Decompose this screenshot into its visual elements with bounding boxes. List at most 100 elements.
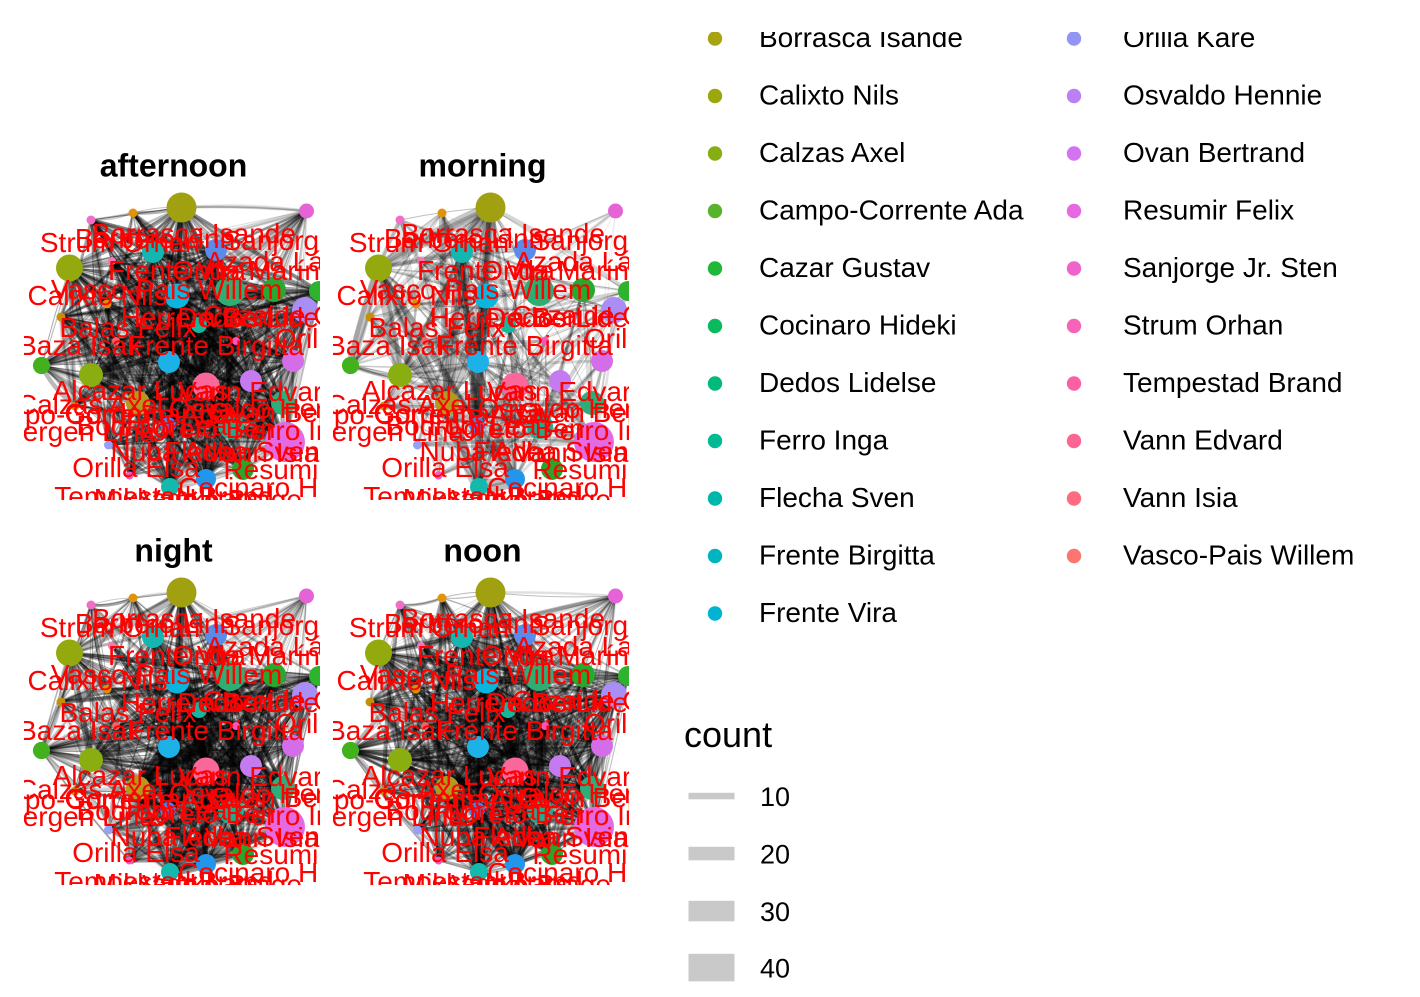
svg-text:Bergen Lina: Bergen Lina <box>4 801 155 832</box>
svg-text:Resumir Felix: Resumir Felix <box>532 839 703 870</box>
svg-text:Cazaide Olle: Cazaide Olle <box>512 300 672 331</box>
svg-text:Gordemar Isa: Gordemar Isa <box>64 398 236 429</box>
svg-text:Strum Orhan: Strum Orhan <box>40 612 200 643</box>
svg-text:Vann Isia: Vann Isia <box>205 437 320 468</box>
svg-text:Alcazar Lucas: Alcazar Lucas <box>53 760 229 791</box>
svg-text:Loreto Ben: Loreto Ben <box>139 798 276 829</box>
svg-text:Vanko Brage: Vanko Brage <box>451 484 611 515</box>
svg-text:Strum Orhan: Strum Orhan <box>349 227 509 258</box>
svg-text:Flecha Sven: Flecha Sven <box>164 436 320 467</box>
svg-text:10: 10 <box>760 782 790 812</box>
svg-text:Borrasca Isande: Borrasca Isande <box>92 218 296 249</box>
svg-text:Vann Edvard: Vann Edvard <box>1123 425 1283 456</box>
svg-text:Calixto Nils: Calixto Nils <box>336 280 476 311</box>
svg-text:Ovan Bertrand: Ovan Bertrand <box>518 397 700 428</box>
svg-text:Campo-Corrente Ada: Campo-Corrente Ada <box>0 784 231 815</box>
svg-text:Baza Isak: Baza Isak <box>327 715 451 746</box>
svg-text:Dedos Lidelse: Dedos Lidelse <box>486 687 663 718</box>
svg-text:Flecha Sven: Flecha Sven <box>164 821 320 852</box>
svg-text:Sanjorge Jr. Sten: Sanjorge Jr. Sten <box>1123 252 1338 283</box>
svg-text:Calzas Axel: Calzas Axel <box>326 389 472 420</box>
svg-text:Tempestad Brand: Tempestad Brand <box>363 866 582 897</box>
svg-text:Frente Birgitta: Frente Birgitta <box>759 540 935 571</box>
svg-text:Frente Vira: Frente Vira <box>759 597 897 628</box>
svg-text:Vann Isia: Vann Isia <box>205 822 320 853</box>
svg-text:Osvaldo Hennie: Osvaldo Hennie <box>1123 80 1322 111</box>
svg-text:Frente Birgitta: Frente Birgitta <box>437 715 613 746</box>
svg-text:Ferro Inga: Ferro Inga <box>759 425 889 456</box>
svg-text:night: night <box>134 533 213 569</box>
svg-text:Resumir Felix: Resumir Felix <box>223 839 394 870</box>
svg-text:Cazaide Olle: Cazaide Olle <box>203 300 363 331</box>
svg-text:Cocinaro Hideki: Cocinaro Hideki <box>487 472 685 503</box>
svg-text:Vann Isia: Vann Isia <box>514 822 629 853</box>
svg-text:Gordemar Isa: Gordemar Isa <box>373 398 545 429</box>
svg-text:Cocinaro Hideki: Cocinaro Hideki <box>178 857 376 888</box>
svg-text:20: 20 <box>760 840 790 870</box>
svg-text:Strum Orhan: Strum Orhan <box>40 227 200 258</box>
svg-text:Vann Edvard: Vann Edvard <box>178 376 338 407</box>
svg-text:Nuba Ade: Nuba Ade <box>111 821 234 852</box>
svg-text:Mikkado Lars: Mikkado Lars <box>94 483 261 514</box>
svg-text:30: 30 <box>760 897 790 927</box>
svg-text:Baza Isak: Baza Isak <box>18 330 142 361</box>
svg-text:Mikkado Lars: Mikkado Lars <box>403 483 570 514</box>
svg-text:Ovan Bertrand: Ovan Bertrand <box>1123 137 1305 168</box>
svg-text:Dedos Lidelse: Dedos Lidelse <box>177 302 354 333</box>
svg-text:Vasco-Pais Willem: Vasco-Pais Willem <box>51 274 282 305</box>
svg-text:Borrasca Isande: Borrasca Isande <box>401 218 605 249</box>
svg-text:Bergen Lina: Bergen Lina <box>313 416 464 447</box>
svg-text:Orilla Elsa: Orilla Elsa <box>72 837 200 868</box>
svg-text:Loreto Ben: Loreto Ben <box>448 798 585 829</box>
svg-text:Campo-Corrente Ada: Campo-Corrente Ada <box>759 195 1024 226</box>
svg-text:Campo-Corrente Ada: Campo-Corrente Ada <box>275 784 540 815</box>
svg-text:Frente Vira: Frente Vira <box>108 640 246 671</box>
svg-text:Resumir Felix: Resumir Felix <box>532 454 703 485</box>
svg-text:Alcazar Lucas: Alcazar Lucas <box>362 760 538 791</box>
svg-text:Vasco-Pais Willem: Vasco-Pais Willem <box>360 659 591 690</box>
svg-text:Cazar Gustav: Cazar Gustav <box>759 252 930 283</box>
svg-text:Osvaldo Hennie: Osvaldo Hennie <box>478 393 677 424</box>
svg-text:Bodrogi Lea: Bodrogi Lea <box>385 410 536 441</box>
svg-text:Ferro Inga: Ferro Inga <box>233 800 363 831</box>
svg-text:Strum Orhan: Strum Orhan <box>349 612 509 643</box>
svg-text:Dedos Lidelse: Dedos Lidelse <box>486 302 663 333</box>
svg-text:Osvaldo Hennie: Osvaldo Hennie <box>169 778 368 809</box>
svg-text:Bergen Lina: Bergen Lina <box>313 801 464 832</box>
svg-text:Frente Birgitta: Frente Birgitta <box>128 715 304 746</box>
svg-text:Herrera Ben: Herrera Ben <box>430 302 583 333</box>
svg-text:Tempestad Brand: Tempestad Brand <box>54 866 273 897</box>
svg-text:Barbero Linn: Barbero Linn <box>75 223 235 254</box>
svg-text:Borrasca Isande: Borrasca Isande <box>92 603 296 634</box>
svg-text:Orilla Elsa: Orilla Elsa <box>381 837 509 868</box>
svg-text:Mikkado Lars: Mikkado Lars <box>403 868 570 899</box>
svg-text:Osvaldo Hennie: Osvaldo Hennie <box>169 393 368 424</box>
svg-text:morning: morning <box>419 148 547 184</box>
svg-text:Sanjorge Jr. Sten: Sanjorge Jr. Sten <box>532 225 747 256</box>
svg-text:Dedos Lidelse: Dedos Lidelse <box>177 687 354 718</box>
svg-text:Calzas Axel: Calzas Axel <box>17 389 163 420</box>
svg-text:Sanjorge Jr. Sten: Sanjorge Jr. Sten <box>223 225 438 256</box>
svg-text:Baza Isak: Baza Isak <box>18 715 142 746</box>
svg-text:Frente Birgitta: Frente Birgitta <box>128 330 304 361</box>
svg-text:Sanjorge Jr. Sten: Sanjorge Jr. Sten <box>532 610 747 641</box>
svg-text:Vasco-Pais Willem: Vasco-Pais Willem <box>1123 540 1354 571</box>
svg-text:Calzas Axel: Calzas Axel <box>326 774 472 805</box>
svg-text:Frente Vira: Frente Vira <box>417 640 555 671</box>
svg-text:Nuba Ade: Nuba Ade <box>420 436 543 467</box>
svg-text:Bodrogi Lea: Bodrogi Lea <box>76 410 227 441</box>
svg-text:Nuba Ade: Nuba Ade <box>420 821 543 852</box>
svg-text:Vann Isia: Vann Isia <box>514 437 629 468</box>
svg-text:Borrasca Isande: Borrasca Isande <box>401 603 605 634</box>
svg-text:Vanko Brage: Vanko Brage <box>142 484 302 515</box>
svg-text:Alcazar Lucas: Alcazar Lucas <box>362 375 538 406</box>
svg-text:Onda Marín: Onda Marín <box>481 255 629 286</box>
svg-text:Vasco-Pais Willem: Vasco-Pais Willem <box>51 659 282 690</box>
svg-text:Frente Birgitta: Frente Birgitta <box>437 330 613 361</box>
svg-text:noon: noon <box>443 533 521 569</box>
svg-text:Orilla Elsa: Orilla Elsa <box>72 452 200 483</box>
svg-text:Nuba Ade: Nuba Ade <box>111 436 234 467</box>
svg-text:Azada Lárus: Azada Lárus <box>514 631 671 662</box>
svg-text:Balas Felix: Balas Felix <box>60 697 197 728</box>
svg-text:Balas Felix: Balas Felix <box>60 312 197 343</box>
